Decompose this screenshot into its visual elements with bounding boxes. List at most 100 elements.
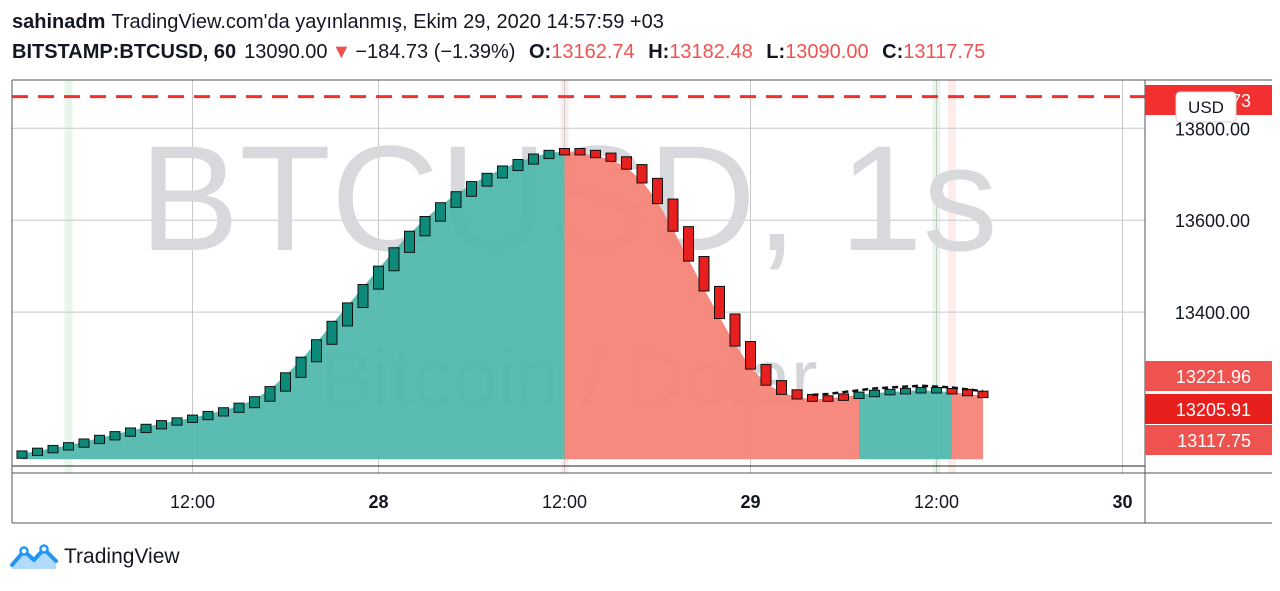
open-value: 13162.74 — [551, 41, 635, 63]
candle — [667, 198, 679, 232]
chart-header: sahinadm TradingView.com'da yayınlanmış, … — [12, 8, 1272, 66]
price-tag-label: 13221.96 — [1176, 367, 1251, 387]
candle — [977, 390, 989, 399]
candle — [590, 149, 601, 159]
candle — [295, 356, 307, 378]
candle — [187, 414, 198, 423]
candle — [326, 320, 338, 345]
candle — [63, 442, 74, 451]
candle — [481, 172, 493, 187]
low-value: 13090.00 — [785, 41, 869, 63]
candle — [946, 387, 958, 395]
candle — [16, 450, 28, 459]
last-price: 13090.00 — [244, 41, 328, 63]
session-band — [64, 80, 73, 473]
candle — [559, 147, 570, 156]
candle — [94, 434, 105, 445]
candle — [528, 153, 539, 165]
candle — [156, 420, 167, 430]
candle — [636, 164, 648, 184]
price-tag-label: 13117.75 — [1177, 431, 1251, 451]
candle — [171, 417, 183, 426]
open-label: O: — [529, 41, 552, 63]
candle — [605, 152, 617, 162]
candle — [791, 389, 803, 400]
candle — [202, 410, 214, 421]
candle — [404, 230, 415, 253]
candle — [884, 388, 896, 396]
candle — [218, 407, 229, 417]
candle — [714, 285, 725, 320]
candle — [435, 202, 446, 222]
candle — [512, 159, 524, 172]
price-tag — [1145, 394, 1272, 424]
candle — [853, 391, 865, 400]
x-tick-label: 12:00 — [542, 492, 587, 512]
brand-name[interactable]: TradingView — [64, 545, 180, 568]
candle — [357, 284, 369, 309]
x-tick-label: 12:00 — [914, 492, 959, 512]
price-tag-label: 13205.91 — [1176, 400, 1251, 420]
candle — [373, 265, 384, 290]
candle — [621, 156, 632, 170]
candle — [652, 177, 663, 205]
price-change: −184.73 (−1.39%) — [355, 41, 516, 63]
candle — [497, 165, 508, 179]
footer: TradingView — [10, 540, 180, 574]
x-tick-label: 30 — [1112, 492, 1132, 512]
y-tick-label: 13400.00 — [1175, 303, 1250, 323]
candle — [466, 181, 477, 197]
publish-info: TradingView.com'da yayınlanmış, Ekim 29,… — [111, 11, 664, 33]
low-label: L: — [766, 41, 786, 63]
candle — [698, 256, 710, 292]
x-tick-label: 29 — [740, 492, 760, 512]
x-tick-label: 12:00 — [170, 492, 215, 512]
session-band — [948, 80, 956, 473]
candle — [140, 423, 152, 434]
symbol-label[interactable]: BITSTAMP:BTCUSD, 60 — [12, 41, 237, 63]
candle — [776, 380, 787, 395]
forecast-line — [812, 384, 984, 397]
candle — [419, 216, 431, 237]
candle — [869, 389, 880, 398]
candle — [931, 387, 942, 394]
candle — [915, 387, 927, 394]
tradingview-logo-icon[interactable] — [10, 543, 58, 571]
area-down — [564, 151, 859, 460]
high-value: 13182.48 — [669, 41, 753, 63]
candle — [760, 364, 772, 386]
close-label: C: — [882, 41, 904, 63]
author-name[interactable]: sahinadm — [12, 11, 106, 33]
x-tick-label: 28 — [368, 492, 388, 512]
candle — [280, 372, 291, 392]
down-arrow-icon: ▼ — [331, 41, 352, 63]
candle — [47, 444, 59, 454]
currency-label: USD — [1188, 98, 1224, 117]
candle — [78, 438, 90, 448]
candle — [450, 191, 462, 208]
candle — [264, 386, 276, 402]
candle — [109, 431, 121, 441]
candle — [388, 247, 400, 272]
candle — [342, 302, 353, 327]
price-chart[interactable]: BTCUSD, 1sBitcoin / Dolar13400.0013600.0… — [0, 0, 1280, 540]
candle — [233, 402, 245, 413]
candle — [900, 387, 911, 395]
high-label: H: — [648, 41, 670, 63]
publish-line: sahinadm TradingView.com'da yayınlanmış, … — [12, 8, 1272, 36]
candle — [683, 226, 694, 262]
candle — [729, 313, 741, 347]
candle — [32, 447, 43, 457]
price-tag — [1145, 361, 1272, 391]
area-down — [952, 392, 983, 460]
candle — [311, 339, 322, 363]
y-tick-label: 13600.00 — [1175, 211, 1250, 231]
price-tag — [1145, 425, 1272, 455]
candle — [574, 147, 586, 156]
close-value: 13117.75 — [903, 41, 986, 63]
candle — [249, 396, 260, 409]
candle — [125, 427, 136, 437]
area-up — [859, 390, 952, 460]
y-tick-label: 13800.00 — [1175, 119, 1250, 139]
candle — [745, 341, 756, 370]
